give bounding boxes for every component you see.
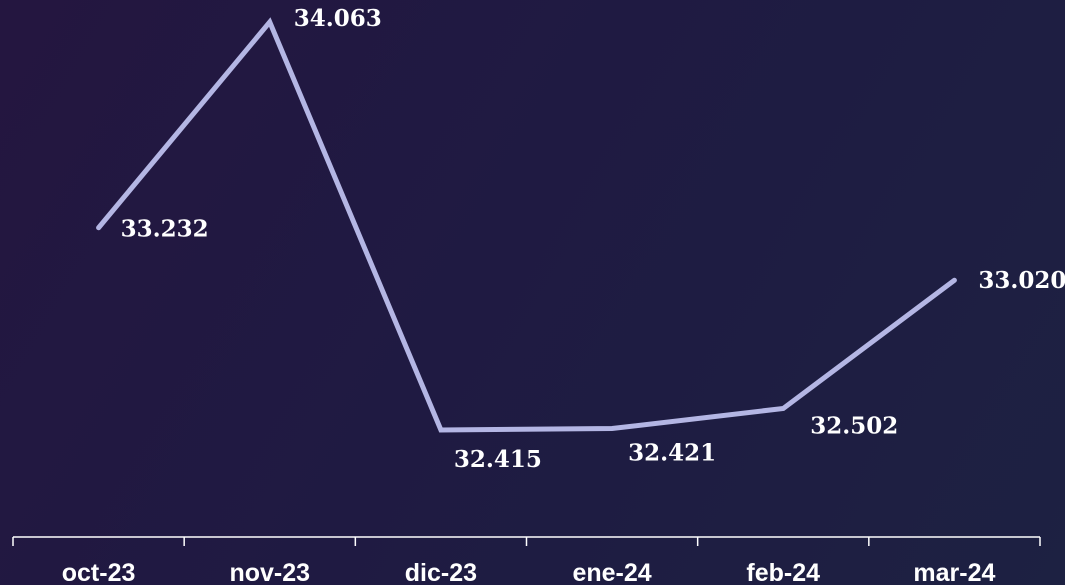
x-axis bbox=[12, 536, 1041, 546]
data-label: 33.020 bbox=[978, 267, 1065, 294]
x-axis-tick-labels: oct-23 nov-23 dic-23 ene-24 feb-24 mar-24 bbox=[62, 559, 996, 585]
x-tick-label: mar-24 bbox=[913, 559, 995, 585]
data-labels: 33.232 34.063 32.415 32.421 32.502 33.020 bbox=[121, 5, 1065, 473]
data-label: 33.232 bbox=[121, 216, 209, 243]
data-label: 32.421 bbox=[628, 440, 716, 467]
data-label: 32.415 bbox=[454, 446, 542, 473]
data-label: 34.063 bbox=[294, 5, 382, 32]
x-tick-label: feb-24 bbox=[746, 559, 820, 585]
series-line bbox=[96, 17, 957, 433]
x-tick-label: ene-24 bbox=[572, 559, 651, 585]
x-tick-label: dic-23 bbox=[405, 559, 477, 585]
x-tick-label: oct-23 bbox=[62, 559, 136, 585]
data-label: 32.502 bbox=[810, 412, 898, 439]
series-group bbox=[96, 17, 957, 433]
x-tick-label: nov-23 bbox=[229, 559, 310, 585]
